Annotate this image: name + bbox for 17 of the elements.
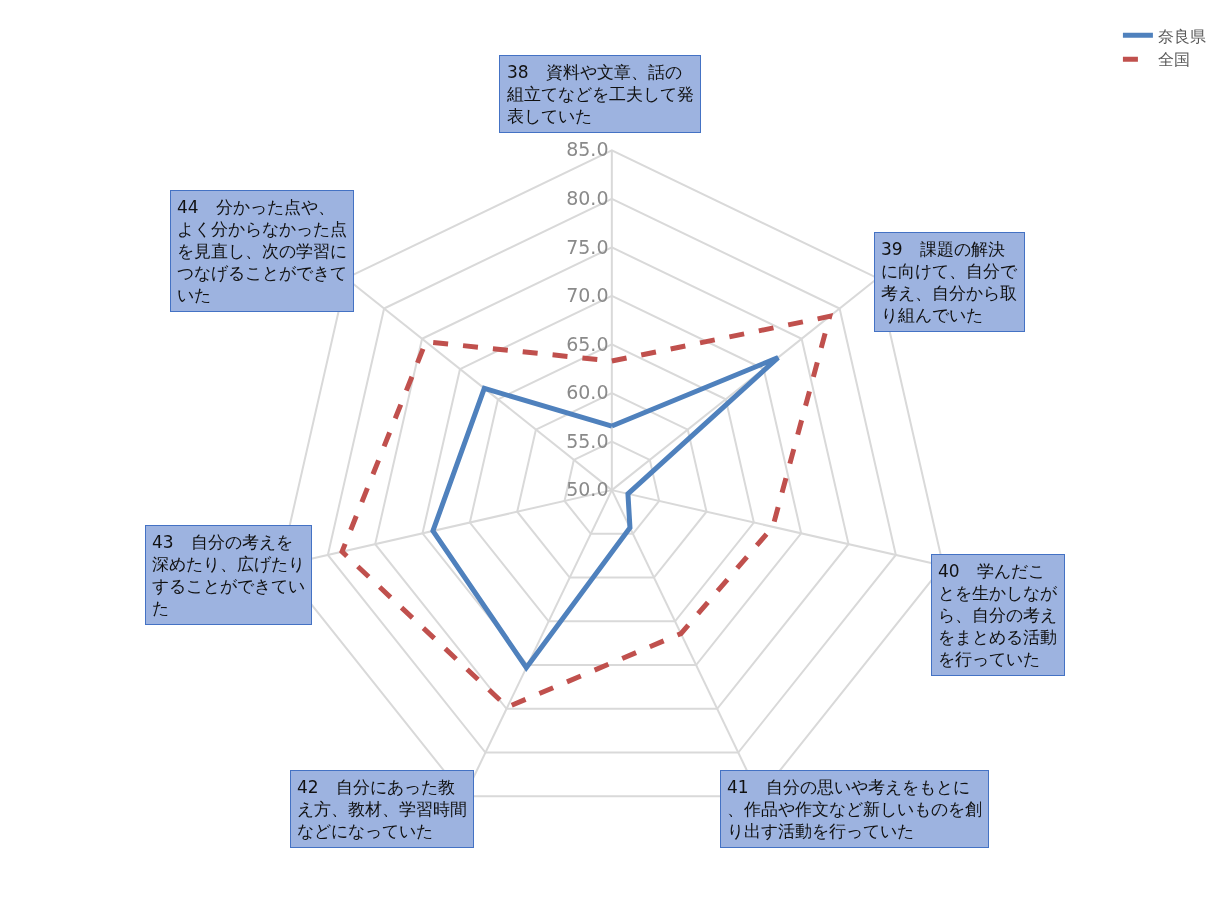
spoke-label: 38 資料や文章、話の組立てなどを工夫して発表していた bbox=[506, 62, 694, 127]
legend-label: 全国 bbox=[1157, 50, 1190, 70]
y-tick-label: 85.0 bbox=[566, 138, 609, 161]
y-tick-label: 60.0 bbox=[566, 381, 609, 404]
y-tick-label: 50.0 bbox=[566, 478, 609, 501]
y-tick-label: 75.0 bbox=[566, 235, 609, 258]
spoke-label: 42 自分にあった教え方、教材、学習時間などになっていた bbox=[297, 777, 467, 842]
spoke-label: 43 自分の考えを深めたり、広げたりすることができていた bbox=[152, 532, 305, 619]
legend-label: 奈良県 bbox=[1157, 26, 1206, 46]
spoke-label: 44 分かった点や、よく分からなかった点を見直し、次の学習につなげることができていた bbox=[177, 197, 347, 306]
y-tick-label: 70.0 bbox=[566, 284, 609, 307]
spoke-label: 40 学んだことを生かしながら、自分の考えをまとめる活動を行っていた bbox=[938, 561, 1058, 670]
y-tick-label: 55.0 bbox=[566, 429, 609, 452]
y-tick-label: 65.0 bbox=[566, 332, 609, 355]
spoke-label: 39 課題の解決に向けて、自分で考え、自分から取り組んでいた bbox=[881, 239, 1018, 326]
spoke-label: 41 自分の思いや考えをもとに、作品や作文など新しいものを創り出す活動を行っていた bbox=[727, 777, 982, 842]
y-tick-label: 80.0 bbox=[566, 186, 609, 209]
